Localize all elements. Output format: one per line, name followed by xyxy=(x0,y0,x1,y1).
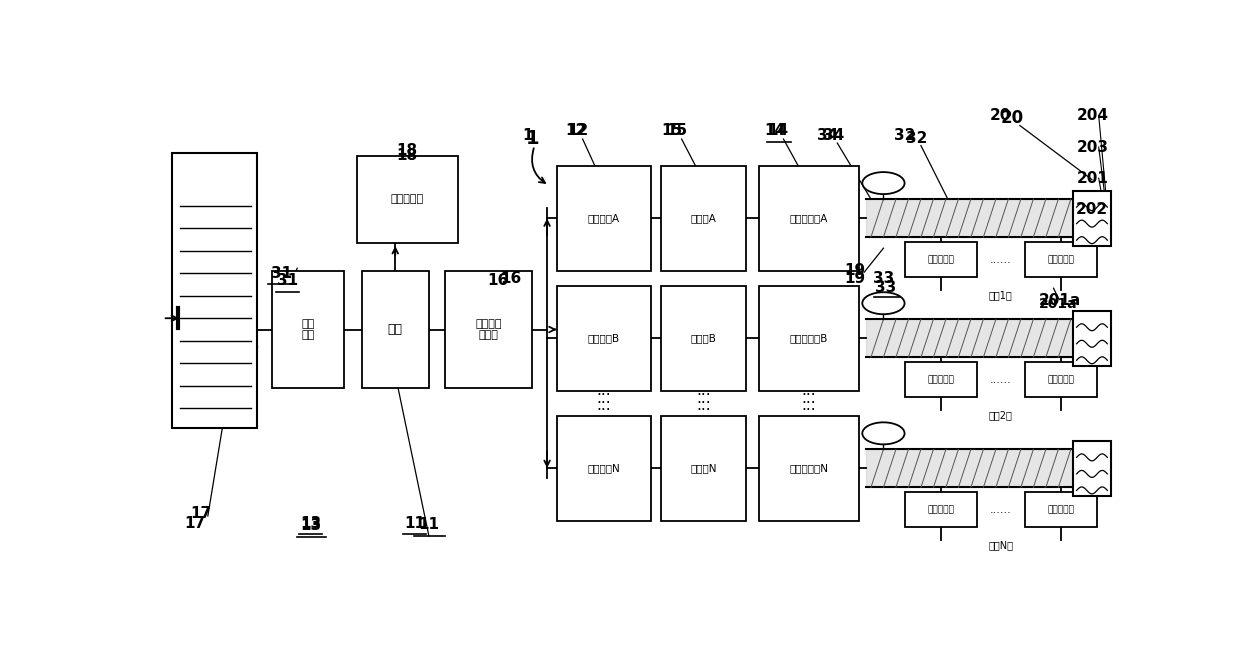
Text: 201a: 201a xyxy=(1039,293,1081,308)
Text: 浇水电磁阀: 浇水电磁阀 xyxy=(1048,255,1074,264)
FancyBboxPatch shape xyxy=(1073,190,1111,246)
Text: 20: 20 xyxy=(990,108,1012,123)
Text: 平衡阀N: 平衡阀N xyxy=(691,463,717,473)
Text: 203: 203 xyxy=(1076,140,1109,155)
FancyBboxPatch shape xyxy=(1073,441,1111,496)
Text: 34: 34 xyxy=(823,128,844,143)
FancyBboxPatch shape xyxy=(759,166,859,270)
Text: 14: 14 xyxy=(764,123,785,138)
Text: 12: 12 xyxy=(567,123,589,138)
Text: ...: ... xyxy=(596,384,611,398)
Text: 13: 13 xyxy=(300,516,321,531)
Text: 19: 19 xyxy=(844,270,866,286)
Text: ......: ...... xyxy=(990,375,1012,385)
Text: 19: 19 xyxy=(844,263,866,278)
Text: 201: 201 xyxy=(1076,170,1109,186)
Text: 16: 16 xyxy=(487,273,508,288)
Text: 12: 12 xyxy=(565,123,587,138)
Text: ...: ... xyxy=(596,391,611,406)
Text: 水泵: 水泵 xyxy=(388,323,403,336)
Text: 31: 31 xyxy=(277,273,298,288)
Text: 电流传感器: 电流传感器 xyxy=(391,194,424,204)
Text: 11: 11 xyxy=(418,517,439,532)
Text: 14: 14 xyxy=(768,123,789,138)
Text: 1: 1 xyxy=(526,129,539,148)
FancyBboxPatch shape xyxy=(557,286,651,391)
Text: 204: 204 xyxy=(1076,108,1109,123)
Text: ...: ... xyxy=(697,391,711,406)
Text: 33: 33 xyxy=(874,280,897,294)
FancyBboxPatch shape xyxy=(357,155,458,243)
Text: 流量传感器B: 流量传感器B xyxy=(790,333,828,343)
Text: 20: 20 xyxy=(1001,109,1024,127)
FancyBboxPatch shape xyxy=(661,166,746,270)
FancyBboxPatch shape xyxy=(759,416,859,521)
FancyBboxPatch shape xyxy=(1024,493,1096,527)
Text: 202: 202 xyxy=(1076,202,1109,216)
Text: 16: 16 xyxy=(500,270,521,286)
Text: ...: ... xyxy=(801,384,816,398)
Text: 浇水电磁阀: 浇水电磁阀 xyxy=(928,255,954,264)
FancyBboxPatch shape xyxy=(905,362,977,397)
Text: 11: 11 xyxy=(404,516,425,531)
FancyBboxPatch shape xyxy=(172,153,257,428)
Text: 34: 34 xyxy=(817,128,838,143)
FancyBboxPatch shape xyxy=(1024,362,1096,397)
Text: 浇水电磁阀: 浇水电磁阀 xyxy=(1048,375,1074,384)
Text: 201a: 201a xyxy=(1039,297,1078,311)
Text: ...: ... xyxy=(801,391,816,406)
Text: 18: 18 xyxy=(397,143,418,158)
Text: 分电磁阀A: 分电磁阀A xyxy=(588,213,620,223)
FancyBboxPatch shape xyxy=(273,270,345,388)
Text: ...: ... xyxy=(596,398,611,413)
FancyBboxPatch shape xyxy=(362,270,429,388)
Text: 浇水电磁阀: 浇水电磁阀 xyxy=(928,375,954,384)
FancyBboxPatch shape xyxy=(557,416,651,521)
Text: 平衡阀A: 平衡阀A xyxy=(691,213,717,223)
Text: 浇水电磁阀: 浇水电磁阀 xyxy=(1048,506,1074,514)
Text: 第一压力
传感器: 第一压力 传感器 xyxy=(475,318,502,341)
Text: 18: 18 xyxy=(397,148,418,163)
Text: 平衡阀B: 平衡阀B xyxy=(691,333,717,343)
Text: 17: 17 xyxy=(185,516,206,531)
Text: 灌渡2区: 灌渡2区 xyxy=(988,410,1013,420)
FancyBboxPatch shape xyxy=(1024,242,1096,277)
Text: 15: 15 xyxy=(661,123,682,138)
Text: 灌渡N区: 灌渡N区 xyxy=(988,540,1013,550)
Text: ......: ...... xyxy=(990,505,1012,515)
Text: 流量传感器A: 流量传感器A xyxy=(790,213,828,223)
FancyBboxPatch shape xyxy=(661,416,746,521)
Text: 分电磁阀B: 分电磁阀B xyxy=(588,333,620,343)
Text: 17: 17 xyxy=(191,506,212,521)
FancyBboxPatch shape xyxy=(905,242,977,277)
Text: 32: 32 xyxy=(894,128,915,143)
Text: ...: ... xyxy=(801,398,816,413)
Text: 32: 32 xyxy=(906,131,928,146)
FancyBboxPatch shape xyxy=(445,270,532,388)
Text: 流量传感器N: 流量传感器N xyxy=(790,463,828,473)
Text: 33: 33 xyxy=(873,270,894,286)
FancyBboxPatch shape xyxy=(557,166,651,270)
Text: 15: 15 xyxy=(666,123,687,138)
Text: ...: ... xyxy=(697,384,711,398)
FancyBboxPatch shape xyxy=(1073,311,1111,366)
FancyBboxPatch shape xyxy=(759,286,859,391)
Text: 灌渡1区: 灌渡1区 xyxy=(988,290,1013,300)
Text: 浇水电磁阀: 浇水电磁阀 xyxy=(928,506,954,514)
FancyBboxPatch shape xyxy=(905,493,977,527)
Text: 分电磁阀N: 分电磁阀N xyxy=(588,463,620,473)
Text: ...: ... xyxy=(697,398,711,413)
Text: 1: 1 xyxy=(522,128,533,143)
Text: 13: 13 xyxy=(300,519,321,534)
Text: 31: 31 xyxy=(272,266,293,281)
FancyBboxPatch shape xyxy=(661,286,746,391)
Text: 总电
磁阀: 总电 磁阀 xyxy=(301,318,315,341)
Text: ......: ...... xyxy=(990,255,1012,265)
